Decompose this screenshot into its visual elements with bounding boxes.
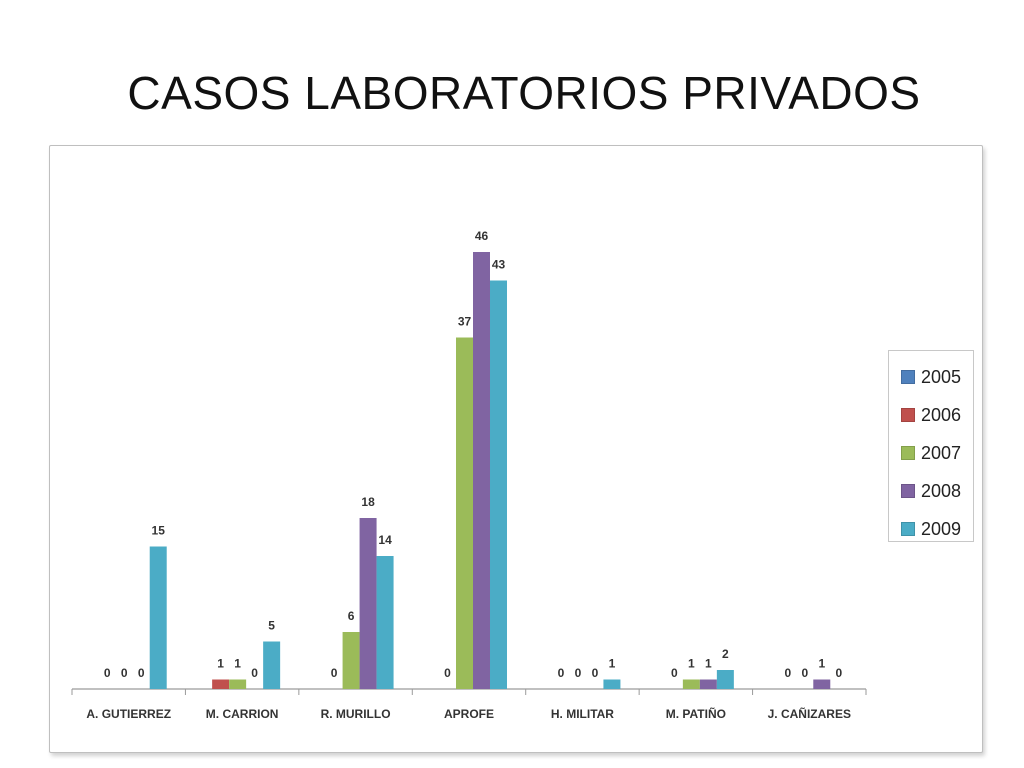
chart-frame: A. GUTIERREZ 0 0 0 15 M. CARRION 1 1 0 5 R. MURILL… [49,145,983,753]
bar-label-aprofe-2008: 46 [475,229,489,243]
legend-label-2008: 2008 [921,480,962,501]
bar-r-murillo-2009 [376,556,394,689]
bar-label-aprofe-2006: 0 [444,666,451,680]
bar-label-h-militar-2008: 0 [575,666,582,680]
bar-label-a-gutierrez-2009: 15 [152,524,166,538]
legend-swatch-2007 [901,446,915,460]
legend-item-2006: 2006 [901,405,961,425]
bar-label-r-murillo-2006: 0 [331,666,338,680]
bar-label-m-patino-2009: 2 [722,647,729,661]
bar-label-r-murillo-2009: 14 [378,533,392,547]
legend-label-2007: 2007 [921,442,962,463]
bar-label-m-carrion-2006: 1 [217,657,224,671]
x-tick-label-h-militar: H. MILITAR [551,707,614,721]
bar-label-j-canizares-2007: 0 [784,666,791,680]
bar-h-militar-2009 [603,679,621,689]
legend-swatch-2008 [901,484,915,498]
x-tick-label-m-carrion: M. CARRION [206,707,279,721]
bar-aprofe-2009 [490,280,507,689]
bar-m-patino-2007 [682,679,700,689]
bar-label-m-patino-2007: 1 [688,657,695,671]
legend-label-2005: 2005 [921,366,962,387]
bar-r-murillo-2007 [342,632,360,689]
slide-title: CASOS LABORATORIOS PRIVADOS [127,67,921,119]
bar-aprofe-2008 [473,252,490,689]
bar-a-gutierrez-2009 [149,546,167,689]
bar-label-h-militar-2009: 1 [609,657,616,671]
bar-label-m-patino-2008: 1 [705,657,712,671]
bar-m-patino-2008 [699,679,717,689]
bar-label-j-canizares-2008: 1 [818,657,825,671]
bar-label-r-murillo-2008: 18 [361,495,375,509]
bar-j-canizares-2008 [813,679,831,689]
bar-label-aprofe-2009: 43 [492,258,506,272]
bar-label-aprofe-2007: 37 [458,315,472,329]
legend-label-2006: 2006 [921,404,962,425]
chart-legend: 2005 2006 2007 2008 2009 [888,350,974,542]
bar-label-m-carrion-2008: 0 [251,666,258,680]
bar-label-h-militar-2007: 0 [558,666,565,680]
bar-m-patino-2009 [716,670,734,689]
bar-label-a-gutierrez-2008: 0 [138,666,145,680]
x-tick-label-m-patino: M. PATIÑO [666,706,726,721]
bar-label-m-patino-2006: 0 [671,666,678,680]
legend-swatch-2005 [901,370,915,384]
legend-item-2005: 2005 [901,367,961,387]
legend-item-2008: 2008 [901,481,961,501]
bar-m-carrion-2006 [212,679,230,689]
bar-m-carrion-2009 [263,641,281,689]
bar-label-j-canizares-2007: 0 [801,666,808,680]
bar-label-h-militar-2008: 0 [592,666,599,680]
legend-swatch-2009 [901,522,915,536]
legend-swatch-2006 [901,408,915,422]
bar-m-carrion-2007 [229,679,247,689]
bar-r-murillo-2008 [359,518,377,689]
legend-item-2009: 2009 [901,519,961,539]
x-tick-label-aprofe: APROFE [444,707,494,721]
x-tick-label-a-gutierrez: A. GUTIERREZ [86,707,171,721]
x-tick-label-r-murillo: R. MURILLO [321,707,391,721]
legend-label-2009: 2009 [921,518,962,539]
bar-label-m-carrion-2009: 5 [268,619,275,633]
bar-label-r-murillo-2007: 6 [348,609,355,623]
bar-aprofe-2007 [456,337,473,689]
x-tick-label-j-canizares: J. CAÑIZARES [768,706,851,721]
bar-label-a-gutierrez-2007: 0 [104,666,111,680]
legend-item-2007: 2007 [901,443,961,463]
bar-label-m-carrion-2007: 1 [234,657,241,671]
bar-label-j-canizares-2009: 0 [835,666,842,680]
bar-label-a-gutierrez-2008: 0 [121,666,128,680]
